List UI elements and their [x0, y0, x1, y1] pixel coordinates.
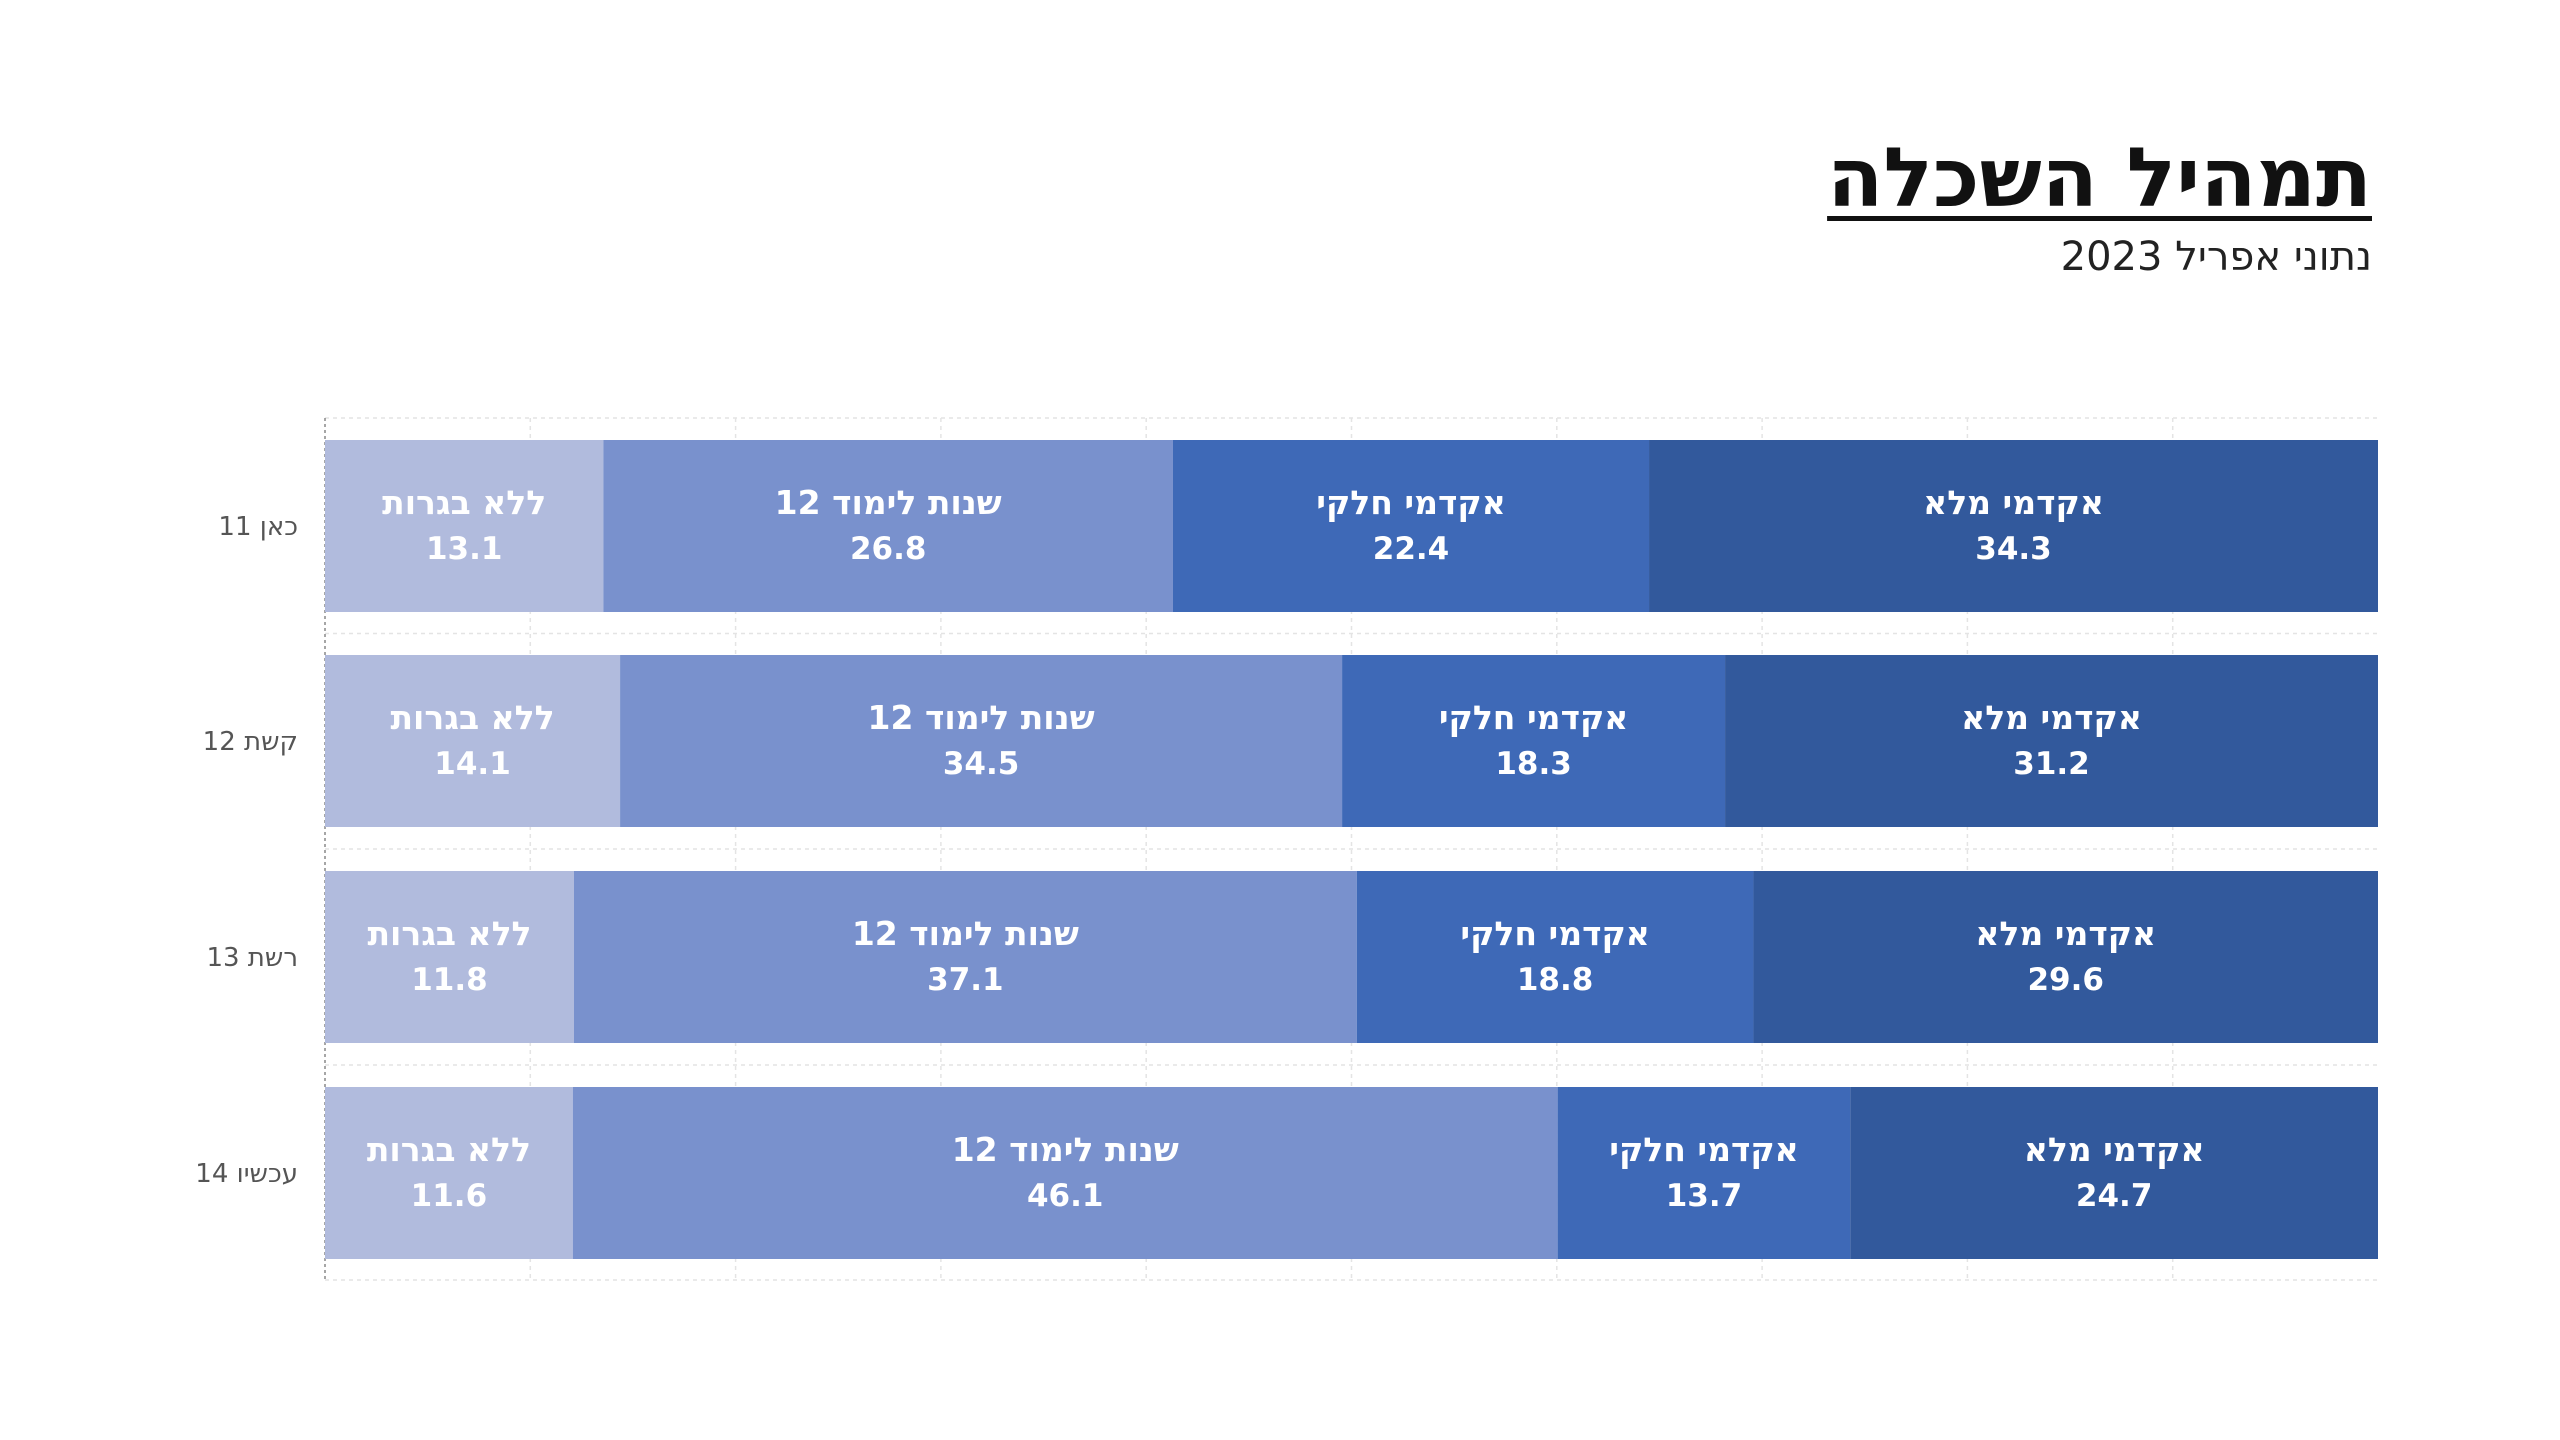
segment-value-label: 22.4	[1373, 531, 1450, 567]
segment-series-label: אקדמי חלקי	[1439, 698, 1628, 737]
segment-series-label: אקדמי חלקי	[1460, 914, 1649, 953]
category-label: קשת 12	[203, 727, 298, 757]
category-label: רשת 13	[206, 943, 298, 973]
segment-value-label: 29.6	[2027, 962, 2104, 998]
bar-segment	[325, 655, 621, 827]
bar-segment	[603, 440, 1173, 612]
bar-segment	[1356, 871, 1754, 1043]
bar-segment	[572, 1087, 1558, 1259]
segment-series-label: אקדמי חלקי	[1316, 483, 1505, 522]
segment-series-label: ללא בגרות	[391, 698, 555, 737]
chart-subtitle: נתוני אפריל 2023	[2060, 234, 2372, 280]
bar-segment	[573, 871, 1357, 1043]
bar-segment	[1649, 440, 2378, 612]
segment-series-label: 12 שנות לימוד	[852, 914, 1079, 953]
segment-value-label: 26.8	[850, 531, 927, 567]
segment-value-label: 24.7	[2076, 1178, 2153, 1214]
segment-series-label: 12 שנות לימוד	[775, 483, 1002, 522]
segment-series-label: אקדמי מלא	[2024, 1130, 2205, 1169]
bar-segment	[1753, 871, 2378, 1043]
bar-segment	[620, 655, 1343, 827]
segment-series-label: אקדמי מלא	[1961, 698, 2142, 737]
segment-series-label: ללא בגרות	[367, 914, 531, 953]
bar-segment	[325, 871, 574, 1043]
segment-value-label: 31.2	[2013, 746, 2090, 782]
category-label: עכשיו 14	[195, 1159, 298, 1189]
segment-series-label: ללא בגרות	[367, 1130, 531, 1169]
segment-value-label: 46.1	[1027, 1178, 1104, 1214]
segment-value-label: 14.1	[434, 746, 511, 782]
chart-title: תמהיל השכלה	[1827, 131, 2372, 226]
segment-value-label: 11.8	[411, 962, 488, 998]
bar-segment	[1342, 655, 1726, 827]
segment-value-label: 37.1	[927, 962, 1004, 998]
segment-value-label: 18.3	[1495, 746, 1572, 782]
segment-value-label: 11.6	[411, 1178, 488, 1214]
bar-segment	[1172, 440, 1650, 612]
segment-series-label: ללא בגרות	[382, 483, 546, 522]
segment-value-label: 34.3	[1975, 531, 2052, 567]
segment-value-label: 13.7	[1666, 1178, 1743, 1214]
segment-value-label: 13.1	[426, 531, 503, 567]
segment-series-label: 12 שנות לימוד	[952, 1130, 1179, 1169]
segment-series-label: אקדמי מלא	[1923, 483, 2104, 522]
title-block: תמהיל השכלה נתוני אפריל 2023	[1827, 131, 2372, 281]
bar-segment	[325, 1087, 573, 1259]
bar-segment	[1557, 1087, 1851, 1259]
bar-segment	[1725, 655, 2378, 827]
bar-segment	[1850, 1087, 2378, 1259]
bar-segment	[325, 440, 604, 612]
segment-value-label: 18.8	[1517, 962, 1594, 998]
category-label: כאן 11	[218, 512, 298, 542]
segment-series-label: אקדמי מלא	[1975, 914, 2156, 953]
segment-series-label: 12 שנות לימוד	[868, 698, 1095, 737]
segment-value-label: 34.5	[943, 746, 1020, 782]
segment-series-label: אקדמי חלקי	[1609, 1130, 1798, 1169]
